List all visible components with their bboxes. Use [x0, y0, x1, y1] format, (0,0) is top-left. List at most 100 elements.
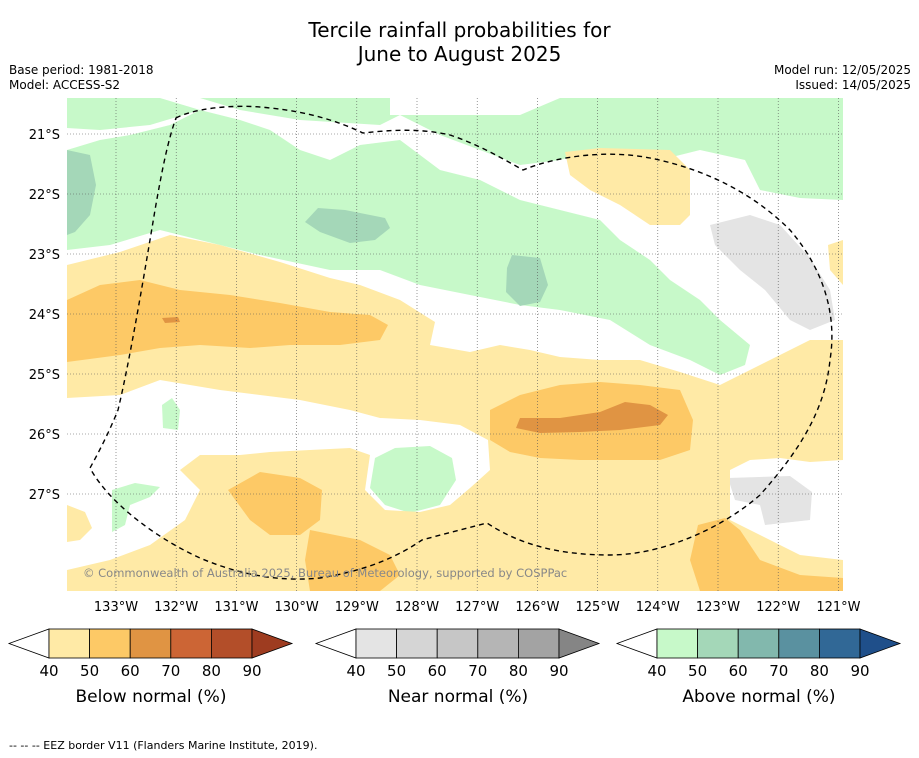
- colorbar-segment: [477, 628, 519, 659]
- colorbar-segment: [89, 628, 131, 659]
- latitude-label: 26°S: [29, 428, 60, 443]
- latitude-label: 22°S: [29, 188, 60, 203]
- longitude-label: 130°W: [275, 600, 319, 615]
- below-normal-region-north: [565, 148, 690, 225]
- colorbar-tick: 40: [346, 662, 365, 680]
- colorbar-tick: 90: [242, 662, 261, 680]
- colorbar-segment: [48, 628, 90, 659]
- colorbar-tick: 70: [769, 662, 788, 680]
- longitude-label: 127°W: [455, 600, 499, 615]
- below-normal-60-region-west: [162, 317, 180, 323]
- eez-footnote: -- -- -- EEZ border V11 (Flanders Marine…: [9, 739, 318, 752]
- colorbar-label-below: Below normal (%): [75, 687, 227, 707]
- colorbar-tick: 70: [468, 662, 487, 680]
- copyright-text: © Commonwealth of Australia 2025, Bureau…: [83, 566, 567, 580]
- colorbar-segment: [656, 628, 698, 659]
- map-graticule: [67, 98, 843, 591]
- longitude-label: 133°W: [94, 600, 138, 615]
- colorbar-segment: [396, 628, 438, 659]
- colorbar-above: 40 50 60 70 80 90: [615, 628, 902, 680]
- colorbar-below: 40 50 60 70 80 90: [7, 628, 294, 680]
- colorbar-tick: 90: [549, 662, 568, 680]
- colorbar-label-near: Near normal (%): [387, 687, 529, 707]
- run-info: Model run: 12/05/2025 Issued: 14/05/2025: [774, 63, 911, 93]
- latitude-label: 24°S: [29, 308, 60, 323]
- latitude-label: 25°S: [29, 368, 60, 383]
- colorbar-extend-high: [859, 628, 902, 659]
- colorbar-label-above: Above normal (%): [682, 687, 836, 707]
- above-normal-50-region-north: [305, 208, 390, 243]
- eez-border: [89, 105, 833, 580]
- colorbar-tick: 80: [202, 662, 221, 680]
- colorbar-tick: 50: [387, 662, 406, 680]
- colorbar-segment: [778, 628, 820, 659]
- colorbar-tick: 70: [161, 662, 180, 680]
- probability-shading: [67, 98, 843, 591]
- colorbar-tick: 50: [80, 662, 99, 680]
- base-period: Base period: 1981-2018: [9, 63, 154, 77]
- colorbar-tick: 60: [428, 662, 447, 680]
- issued-date: Issued: 14/05/2025: [795, 78, 911, 92]
- latitude-label: 27°S: [29, 488, 60, 503]
- colorbar-tick: 40: [39, 662, 58, 680]
- below-normal-50-region-west: [67, 280, 388, 362]
- colorbar-tick: 90: [850, 662, 869, 680]
- longitude-label: 125°W: [576, 600, 620, 615]
- colorbar-extend-low: [314, 628, 357, 659]
- below-normal-50-region-southeast: [690, 518, 843, 591]
- above-normal-region-small: [162, 398, 180, 430]
- longitude-label: 132°W: [154, 600, 198, 615]
- colorbar-segment: [819, 628, 861, 659]
- above-normal-region-center: [370, 446, 456, 513]
- colorbar-extend-low: [7, 628, 50, 659]
- model-run: Model run: 12/05/2025: [773, 63, 911, 77]
- colorbar-tick: 40: [647, 662, 666, 680]
- below-normal-60-region-center: [516, 402, 668, 433]
- longitude-label: 129°W: [335, 600, 379, 615]
- latitude-label: 23°S: [29, 248, 60, 263]
- colorbar-segment: [436, 628, 479, 659]
- colorbar-segment: [697, 628, 739, 659]
- colorbar-extend-high: [558, 628, 601, 659]
- near-normal-region-southeast: [728, 476, 812, 525]
- longitude-label: 131°W: [214, 600, 258, 615]
- near-normal-region-east: [710, 215, 835, 330]
- colorbar-segment: [737, 628, 780, 659]
- colorbar-extend-low: [615, 628, 658, 659]
- below-normal-region-east-edge: [828, 240, 843, 285]
- longitude-labels: 133°W 132°W 131°W 130°W 129°W 128°W 127°W 126°W…: [94, 600, 861, 615]
- below-normal-region-west-edge: [67, 505, 92, 542]
- below-normal-50-region-south: [305, 530, 400, 591]
- colorbar-tick: 60: [729, 662, 748, 680]
- longitude-label: 126°W: [515, 600, 559, 615]
- colorbar-segment: [129, 628, 172, 659]
- model-name: Model: ACCESS-S2: [9, 78, 121, 92]
- longitude-label: 123°W: [696, 600, 740, 615]
- longitude-label: 124°W: [636, 600, 680, 615]
- longitude-label: 122°W: [756, 600, 800, 615]
- latitude-label: 21°S: [29, 128, 60, 143]
- colorbar-segment: [170, 628, 212, 659]
- longitude-label: 128°W: [395, 600, 439, 615]
- colorbar-extend-high: [251, 628, 294, 659]
- colorbar-near: 40 50 60 70 80 90: [314, 628, 601, 680]
- colorbar-tick: 50: [688, 662, 707, 680]
- colorbar-tick: 80: [810, 662, 829, 680]
- colorbar-segment: [355, 628, 397, 659]
- longitude-label: 121°W: [816, 600, 860, 615]
- model-info: Base period: 1981-2018 Model: ACCESS-S2: [9, 63, 154, 93]
- latitude-labels: 21°S 22°S 23°S 24°S 25°S 26°S 27°S: [29, 128, 60, 503]
- above-normal-region-north: [67, 98, 843, 375]
- colorbar-group: 40 50 60 70 80 90 40 50 60 70 80 90 40 50 60 70 80 90: [7, 628, 902, 680]
- colorbar-tick: 60: [121, 662, 140, 680]
- chart-title: Tercile rainfall probabilities for June …: [0, 18, 919, 66]
- colorbar-tick: 80: [509, 662, 528, 680]
- title-line-2: June to August 2025: [357, 42, 562, 66]
- above-normal-50-region-west: [67, 150, 96, 235]
- above-normal-region-top-left: [67, 98, 200, 130]
- above-normal-region-west: [112, 483, 160, 532]
- colorbar-segment: [518, 628, 560, 659]
- title-line-1: Tercile rainfall probabilities for: [308, 18, 611, 42]
- below-normal-50-region-southwest: [228, 472, 322, 535]
